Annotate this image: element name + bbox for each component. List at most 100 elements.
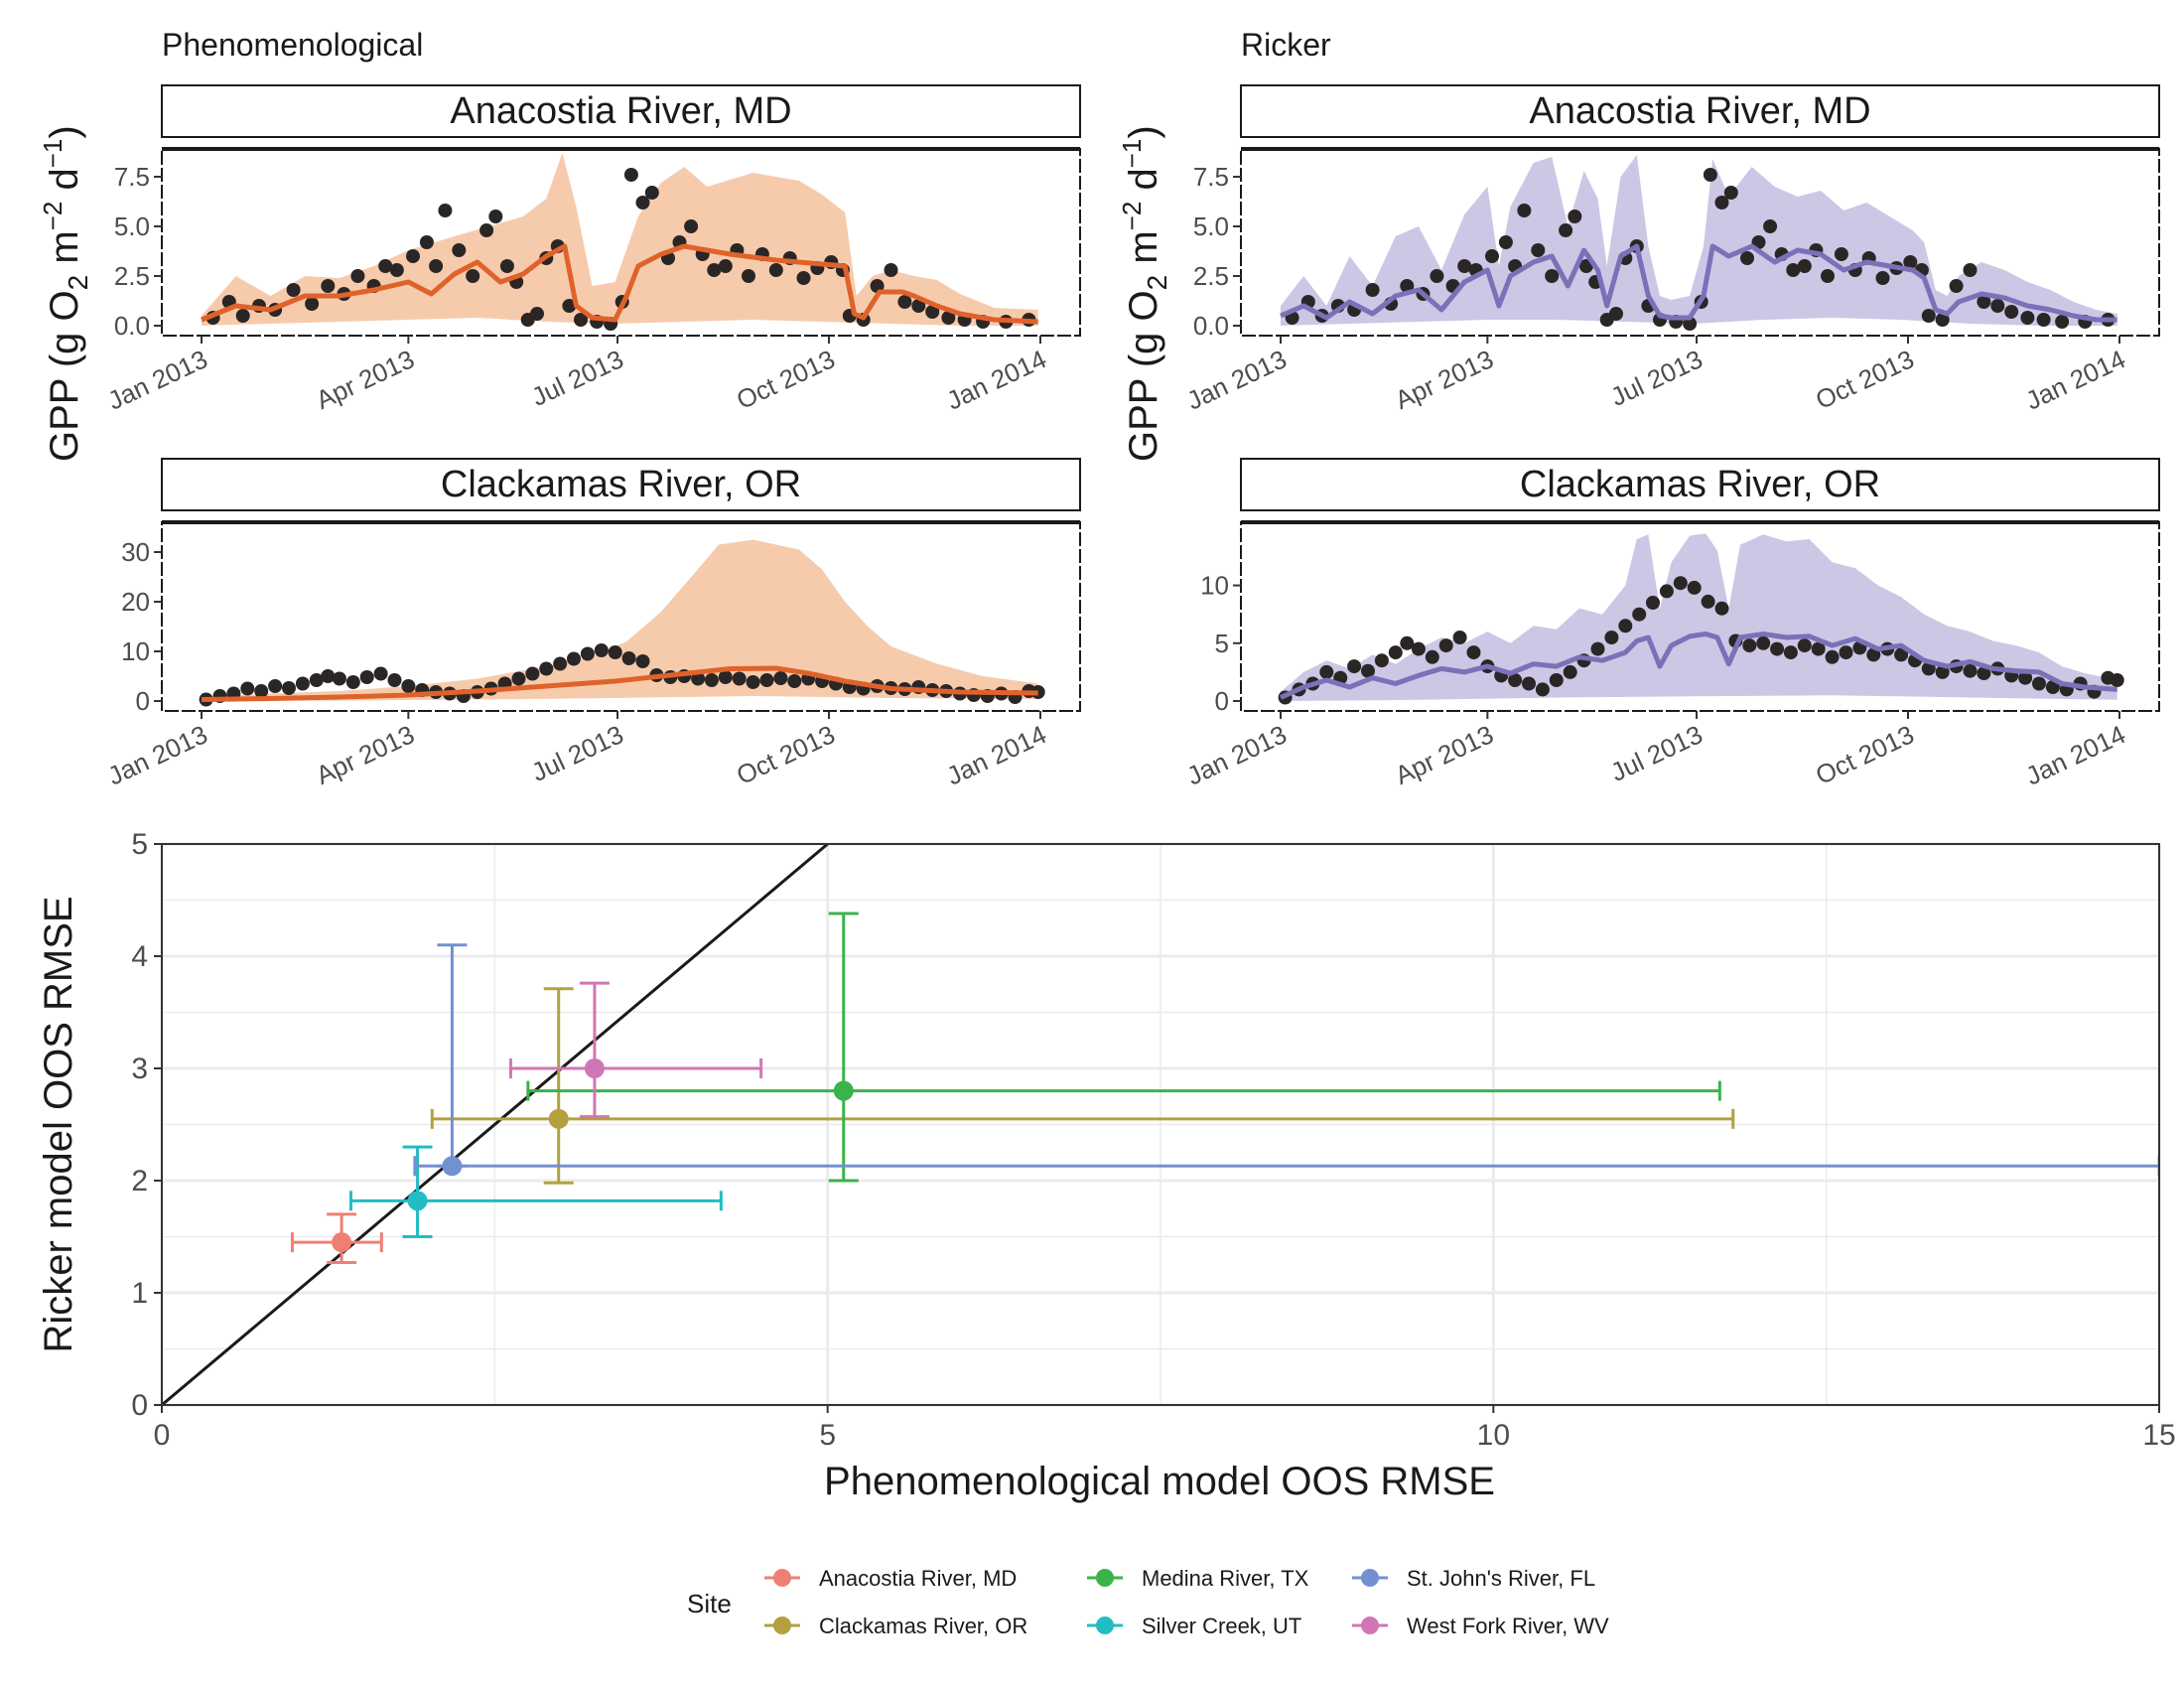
site-point	[442, 1156, 463, 1177]
x-tick-label: Jan 2014	[942, 719, 1051, 790]
x-tick-label: 5	[819, 1419, 836, 1452]
facet-strip-label: Clackamas River, OR	[1520, 464, 1880, 505]
legend-item: Medina River, TX	[1087, 1566, 1309, 1591]
y-tick-label: 20	[121, 587, 150, 617]
observed-point	[941, 311, 956, 325]
site-marker-group	[508, 981, 763, 1119]
y-tick-label: 3	[131, 1053, 148, 1085]
legend-label: Medina River, TX	[1142, 1566, 1309, 1591]
legend-label: Silver Creek, UT	[1142, 1614, 1301, 1638]
y-tick-label: 5	[131, 828, 148, 861]
site-point	[833, 1080, 854, 1101]
observed-point	[884, 263, 898, 277]
observed-point	[1438, 638, 1453, 653]
y-title-sup-r: −2	[1117, 202, 1147, 231]
observed-point	[350, 269, 365, 283]
observed-point	[429, 259, 444, 273]
x-tick-label: Jul 2013	[527, 719, 628, 787]
y-tick-label: 7.5	[1193, 162, 1229, 192]
x-tick-label: Jan 2013	[103, 344, 212, 415]
observed-point	[2045, 680, 2060, 694]
observed-point	[438, 204, 453, 217]
y-tick-label: 0	[131, 1389, 148, 1422]
x-tick-label: 10	[1477, 1419, 1510, 1452]
y-title-sup2-r: −1	[1117, 139, 1147, 169]
observed-point	[305, 297, 320, 311]
x-tick-label: Jan 2014	[2021, 719, 2130, 790]
observed-point	[1522, 676, 1536, 691]
observed-point	[732, 671, 747, 686]
legend-label: St. John's River, FL	[1407, 1566, 1595, 1591]
gpp-y-axis-title-right: GPP (g O2 m−2 d−1)	[1117, 125, 1172, 462]
legend-title: Site	[687, 1589, 732, 1618]
observed-point	[2018, 670, 2033, 685]
observed-point	[644, 186, 659, 200]
x-tick-label: Oct 2013	[1811, 344, 1918, 415]
observed-point	[254, 684, 269, 698]
gpp-y-axis-title-left: GPP (g O2 m−2 d−1)	[38, 125, 93, 462]
observed-point	[1374, 653, 1389, 668]
x-tick-label: Jan 2014	[2021, 344, 2130, 415]
observed-point	[1430, 269, 1444, 283]
observed-point	[1535, 682, 1550, 697]
observed-point	[1485, 249, 1499, 263]
y-title-m-r: m	[1122, 230, 1165, 274]
model-fit-line	[1280, 243, 2117, 323]
prediction-interval-band	[1281, 533, 2117, 701]
observed-point	[562, 299, 577, 313]
y-title-sub: 2	[63, 275, 93, 291]
observed-point	[282, 681, 296, 695]
y-tick-label: 2	[131, 1165, 148, 1197]
y-tick-label: 4	[131, 940, 148, 973]
observed-point	[1563, 664, 1577, 679]
observed-point	[1673, 576, 1688, 591]
observed-point	[1609, 307, 1623, 321]
site-marker-group	[290, 1212, 383, 1264]
panel-rmse-comparison: 0 5 10 15 0 1 2 3 4 5 Phenomenological model OOS R…	[37, 828, 2176, 1503]
observed-point	[295, 676, 310, 691]
observed-point	[309, 673, 324, 687]
y-title-close-r: )	[1122, 125, 1165, 138]
observed-point	[387, 673, 402, 687]
observed-point	[1894, 647, 1909, 662]
x-tick-label: Oct 2013	[732, 719, 839, 790]
observed-point	[1949, 279, 1964, 293]
y-title-sup2: −1	[38, 139, 68, 169]
grid	[160, 842, 2161, 1407]
observed-point	[1786, 263, 1801, 277]
observed-point	[1400, 635, 1415, 650]
y-tick-label: 5.0	[1193, 211, 1229, 241]
y-tick-label: 2.5	[114, 261, 150, 291]
legend-key-point	[1361, 1569, 1379, 1587]
observed-point	[1632, 607, 1647, 622]
observed-point	[1756, 635, 1771, 650]
observed-point	[718, 670, 733, 684]
observed-point	[1770, 641, 1785, 656]
x-tick-label: Apr 2013	[312, 719, 419, 790]
observed-point	[594, 643, 609, 657]
svg-text:GPP (g O2 m−2 d−1): GPP (g O2 m−2 d−1)	[38, 125, 93, 462]
observed-point	[1411, 641, 1426, 656]
x-tick-label: Oct 2013	[1811, 719, 1918, 790]
scatter-border	[161, 843, 2160, 1406]
y-title-main: GPP (g O	[43, 290, 86, 462]
svg-text:GPP (g O2 m−2 d−1): GPP (g O2 m−2 d−1)	[1117, 125, 1172, 462]
observed-point	[1839, 645, 1853, 660]
observed-point	[1875, 271, 1890, 285]
x-tick-label: Jan 2013	[1182, 719, 1292, 790]
site-point	[332, 1232, 352, 1253]
x-axis-title: Phenomenological model OOS RMSE	[824, 1460, 1495, 1503]
observed-point	[1714, 601, 1729, 616]
y-tick-label: 5	[1215, 629, 1229, 658]
y-title-main-r: GPP (g O	[1122, 290, 1165, 462]
site-marker-group	[413, 943, 2159, 1177]
observed-points	[1278, 576, 2124, 705]
y-axis-title: Ricker model OOS RMSE	[37, 896, 80, 1352]
site-marker-group	[348, 1145, 723, 1238]
prediction-interval-band	[202, 539, 1038, 701]
observed-point	[759, 673, 774, 687]
observed-point	[1361, 663, 1375, 678]
legend-item: Clackamas River, OR	[764, 1614, 1027, 1638]
observed-point	[1935, 664, 1950, 679]
observed-point	[1590, 641, 1605, 656]
